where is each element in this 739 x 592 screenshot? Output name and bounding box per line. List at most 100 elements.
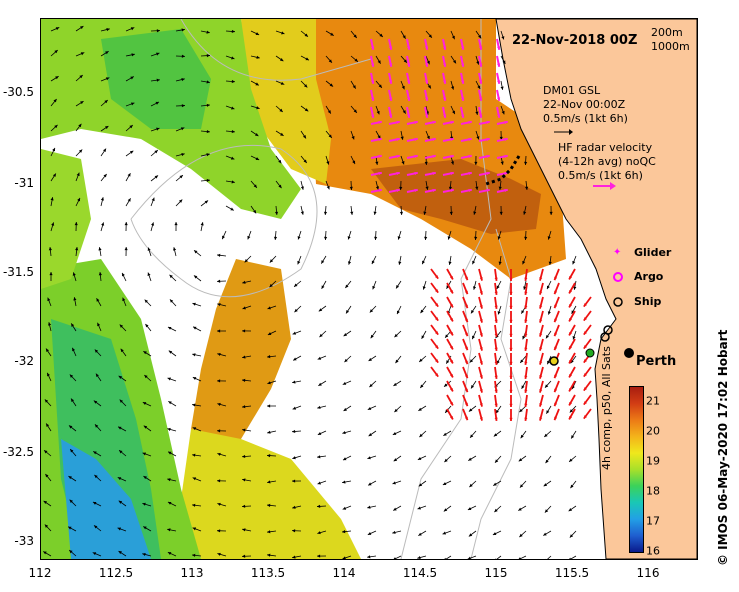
model-arrow-head xyxy=(230,207,234,211)
model-arrow-head xyxy=(54,50,58,54)
model-arrow-head xyxy=(573,286,577,290)
radar-arrow-head xyxy=(449,303,453,308)
model-arrow-head xyxy=(192,453,196,457)
model-arrow-head xyxy=(375,186,379,190)
glider-arrow-head xyxy=(396,137,400,141)
radar-arrow-head xyxy=(509,305,513,309)
model-arrow-head xyxy=(424,236,428,240)
radar-arrow-head xyxy=(524,361,528,365)
model-arrow xyxy=(570,555,577,559)
model-arrow-head xyxy=(321,285,325,289)
model-arrow-head xyxy=(422,260,425,265)
model-arrow-head xyxy=(267,306,271,310)
glider-arrow-head xyxy=(407,63,411,67)
model-arrow-head xyxy=(300,211,304,215)
radar-arrow-head xyxy=(494,347,498,351)
model-arrow-head xyxy=(498,186,502,190)
model-arrow-head xyxy=(143,526,147,530)
model-arrow-head xyxy=(217,329,221,333)
model-arrow-head xyxy=(77,197,81,202)
radar-arrow-head xyxy=(524,291,528,295)
glider-arrow-head xyxy=(414,171,418,175)
model-arrow-head xyxy=(151,197,155,202)
model-arrow-head xyxy=(351,135,355,140)
model-arrow-head xyxy=(281,31,285,35)
radar-arrow-head xyxy=(554,318,558,323)
model-arrow-head xyxy=(445,409,449,413)
model-arrow-head xyxy=(352,160,356,165)
radar-arrow-head xyxy=(494,319,498,323)
model-arrow xyxy=(445,555,452,559)
model-arrow-head xyxy=(217,452,221,456)
model-arrow-head xyxy=(421,335,425,339)
model-arrow-head xyxy=(523,286,527,290)
bathymetry-contours xyxy=(130,19,522,559)
sst-hot-region xyxy=(371,159,541,234)
radar-arrow-head xyxy=(583,401,587,405)
model-arrow-head xyxy=(402,110,406,114)
model-arrow-head xyxy=(470,434,474,438)
model-arrow-head xyxy=(378,84,382,88)
radar-arrow-head xyxy=(554,290,558,295)
radar-arrow-head xyxy=(479,347,483,351)
model-arrow-head xyxy=(44,524,49,528)
radar-arrow-head xyxy=(509,347,513,351)
radar-arrow-head xyxy=(554,416,558,421)
model-arrow-head xyxy=(475,186,479,190)
model-arrow-head xyxy=(426,60,430,65)
model-arrow-head xyxy=(350,211,354,215)
radar-arrow-head xyxy=(539,417,543,421)
model-arrow-head xyxy=(242,306,246,310)
glider-arrow-head xyxy=(396,154,400,158)
perth-marker[interactable] xyxy=(624,348,634,358)
model-arrow-head xyxy=(342,431,346,435)
model-arrow-head xyxy=(80,101,84,105)
model-arrow-head xyxy=(492,532,497,535)
model-arrow-head xyxy=(496,360,500,365)
glider-arrow-head xyxy=(407,80,411,84)
model-arrow-head xyxy=(155,101,160,105)
glider-arrow-head xyxy=(407,114,411,118)
model-arrow-head xyxy=(500,86,504,90)
argo-legend-label: Argo xyxy=(634,270,664,283)
model-arrow-head xyxy=(317,432,322,435)
model-arrow-head xyxy=(349,186,353,190)
glider-arrow-head xyxy=(504,137,508,141)
model-arrow-head xyxy=(401,161,405,165)
glider-arrow-head xyxy=(468,137,472,141)
model-arrow-head xyxy=(267,480,271,484)
platform-legend-symbols: ✦ xyxy=(613,247,623,307)
model-arrow-head xyxy=(446,360,450,364)
model-arrow-head xyxy=(498,261,502,265)
glider-arrow-head xyxy=(461,46,465,50)
ship-marker[interactable] xyxy=(600,332,610,342)
argo-marker[interactable] xyxy=(585,348,595,358)
radar-arrow-head xyxy=(494,389,498,393)
model-arrow-head xyxy=(468,533,473,537)
glider-arrow-head xyxy=(432,137,436,141)
model-arrow-head xyxy=(519,533,523,538)
model-arrow-head xyxy=(317,455,321,459)
glider-arrow-head xyxy=(461,114,465,118)
ship-marker[interactable] xyxy=(549,356,559,366)
model-arrow-head xyxy=(47,297,51,302)
colorbar-tick-label: 20 xyxy=(646,424,660,438)
hf-radar-arrows xyxy=(430,268,592,422)
model-arrow-head xyxy=(74,222,78,226)
model-arrow-head xyxy=(72,347,76,352)
model-arrow-head xyxy=(342,480,346,484)
model-arrow-head xyxy=(231,56,235,60)
radar-arrow-head xyxy=(479,333,483,337)
model-arrow-head xyxy=(471,385,475,389)
radar-arrow-head xyxy=(464,360,468,365)
model-arrow-head xyxy=(292,505,296,509)
model-arrow-head xyxy=(147,247,151,251)
model-arrow-head xyxy=(44,450,48,454)
model-arrow-head xyxy=(494,508,498,513)
model-arrow-head xyxy=(217,529,221,533)
model-arrow-head xyxy=(269,283,273,288)
map-panel[interactable] xyxy=(40,18,698,560)
model-arrow-head xyxy=(206,80,210,84)
model-arrow-head xyxy=(194,250,198,254)
model-arrow-head xyxy=(444,458,448,463)
